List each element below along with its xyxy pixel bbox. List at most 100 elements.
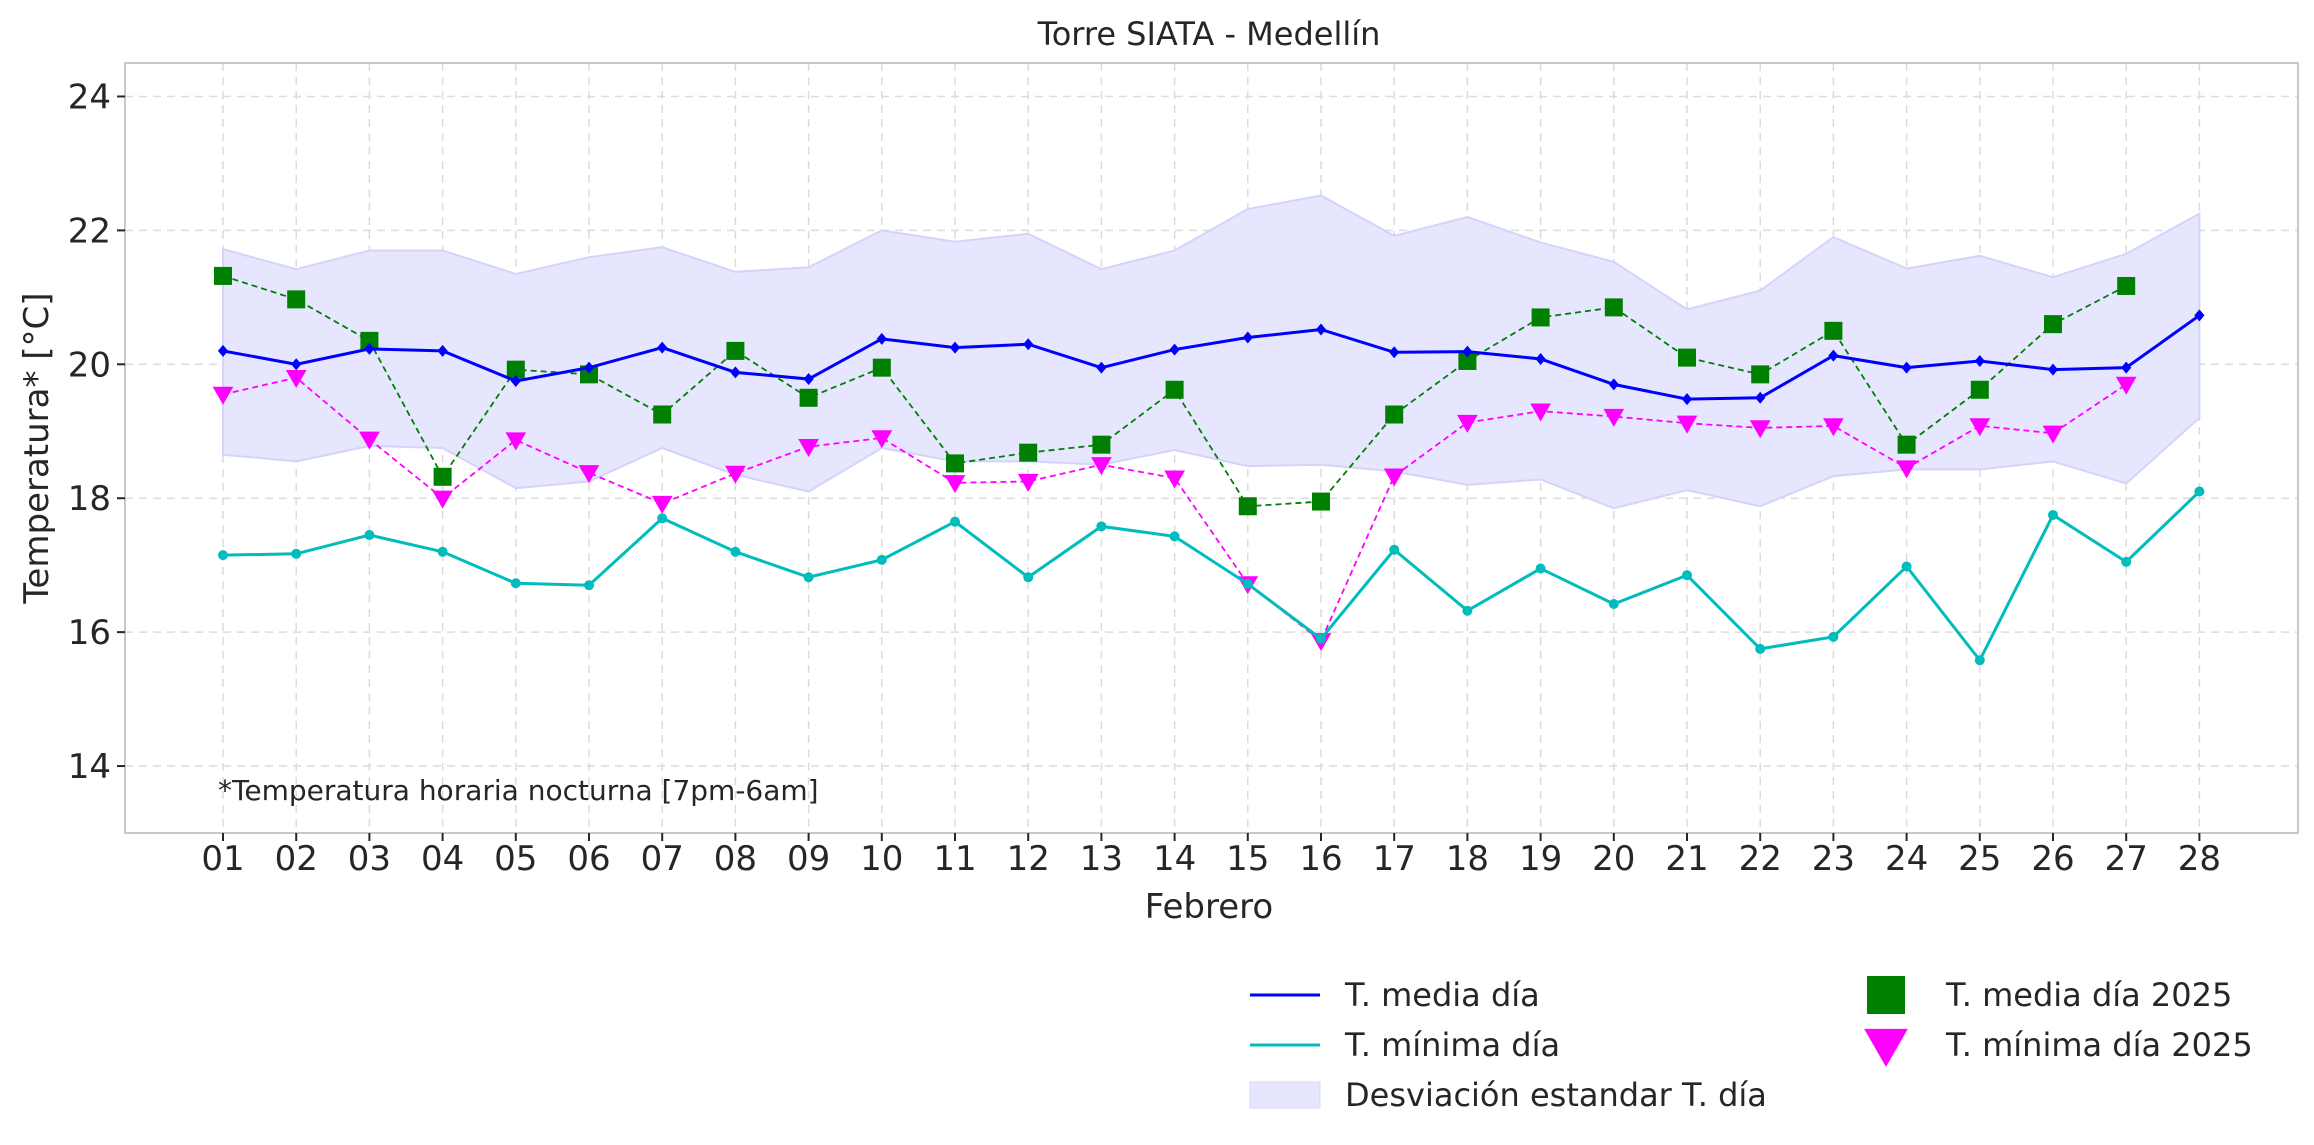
data-point (730, 546, 741, 557)
x-tick-label: 25 (1958, 839, 2001, 879)
x-tick-label: 01 (201, 839, 244, 879)
x-tick-label: 20 (1592, 839, 1635, 879)
data-point (432, 490, 453, 509)
data-point (1755, 391, 1766, 404)
series-t-media-d-a-2025 (214, 266, 2136, 516)
data-point (1385, 405, 1404, 424)
data-point (437, 546, 448, 557)
y-axis: 14 16 18 20 22 24 (68, 77, 125, 787)
data-point (1896, 460, 1917, 479)
series-layer (212, 266, 2205, 666)
data-point (287, 290, 306, 309)
data-point (1676, 415, 1698, 434)
data-point (871, 430, 893, 449)
data-point (2042, 425, 2064, 444)
data-point (725, 465, 746, 484)
data-point (1603, 408, 1625, 427)
data-point (1530, 403, 1551, 422)
data-point (1462, 605, 1473, 616)
chart-note: *Temperatura horaria nocturna [7pm-6am] (218, 774, 819, 807)
x-tick-label: 02 (275, 839, 318, 879)
data-point (2047, 363, 2059, 376)
legend-label-band: Desviación estandar T. día (1345, 1076, 1767, 1114)
data-point (360, 331, 379, 350)
x-tick-label: 28 (2178, 839, 2221, 879)
data-point (1023, 572, 1034, 583)
data-point (437, 344, 448, 357)
data-point (2115, 376, 2137, 395)
legend-swatch-media-2025 (1867, 976, 1905, 1014)
x-tick-label: 14 (1153, 839, 1196, 879)
data-point (1312, 492, 1330, 511)
data-point (872, 358, 891, 377)
data-point (1017, 473, 1039, 492)
legend-label-minima: T. mínima día (1344, 1026, 1560, 1064)
x-tick-label: 04 (421, 839, 464, 879)
x-tick-label: 08 (714, 839, 757, 879)
x-tick-label: 24 (1885, 839, 1928, 879)
data-point (2117, 276, 2136, 295)
data-point (1531, 308, 1550, 327)
data-point (433, 467, 452, 486)
series-line (222, 490, 2201, 664)
chart-title: Torre SIATA - Medellín (1037, 15, 1381, 53)
x-tick-label: 09 (787, 839, 830, 879)
data-point (946, 454, 964, 473)
legend: T. media día T. mínima día Desviación esta… (1249, 976, 2253, 1114)
data-point (214, 266, 232, 285)
x-tick-label: 03 (348, 839, 391, 879)
data-point (1755, 643, 1766, 654)
data-point (944, 475, 966, 494)
data-point (1316, 633, 1326, 644)
x-tick-label: 16 (1299, 839, 1342, 879)
x-tick-label: 19 (1519, 839, 1562, 879)
x-tick-label: 27 (2105, 839, 2148, 879)
data-point (653, 405, 672, 424)
data-point (950, 516, 960, 527)
data-point (285, 370, 307, 389)
data-point (1242, 578, 1253, 589)
x-tick-label: 23 (1812, 839, 1855, 879)
data-point (364, 530, 375, 541)
data-point (1751, 365, 1770, 384)
x-tick-label: 21 (1665, 839, 1708, 879)
data-point (2194, 486, 2205, 497)
x-tick-label: 07 (641, 839, 684, 879)
x-tick-label: 11 (933, 839, 976, 879)
data-point (1238, 497, 1257, 516)
data-point (1019, 443, 1038, 462)
data-point (799, 388, 818, 407)
x-axis-label: Febrero (1145, 887, 1273, 927)
data-point (1096, 521, 1107, 532)
y-tick-label: 24 (68, 77, 111, 117)
plot-frame (124, 62, 2299, 834)
data-point (1096, 361, 1107, 374)
data-point (364, 342, 375, 355)
data-point (798, 439, 819, 458)
data-point (583, 361, 595, 374)
data-point (726, 341, 745, 360)
data-point (218, 550, 228, 561)
data-point (1608, 599, 1619, 610)
data-point (2121, 361, 2132, 374)
data-point (1092, 435, 1111, 454)
data-point (1389, 346, 1400, 359)
x-tick-label: 13 (1080, 839, 1123, 879)
data-point (1824, 321, 1843, 340)
data-point (1169, 343, 1180, 356)
x-tick-label: 10 (860, 839, 903, 879)
data-point (217, 344, 229, 357)
std-band-layer (222, 194, 2201, 510)
data-point (1974, 354, 1985, 367)
legend-swatch-minima-2025 (1864, 1028, 1908, 1067)
data-point (1383, 468, 1405, 487)
data-point (651, 495, 673, 514)
data-point (1828, 631, 1839, 642)
data-point (1970, 380, 1989, 399)
x-tick-label: 05 (494, 839, 537, 879)
y-tick-label: 18 (68, 479, 111, 519)
legend-label-media-2025: T. media día 2025 (1945, 976, 2232, 1014)
legend-label-media: T. media día (1344, 976, 1540, 1014)
data-point (510, 375, 521, 388)
